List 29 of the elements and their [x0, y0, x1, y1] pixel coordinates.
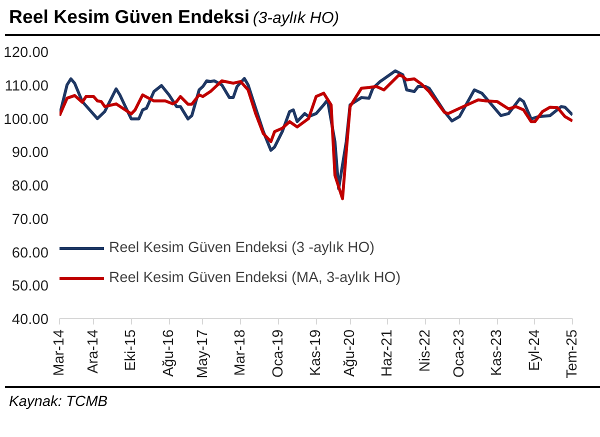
x-tick-label: Nis-22: [417, 329, 434, 372]
y-tick-label: 90.00: [12, 145, 49, 162]
y-tick-label: 70.00: [12, 212, 49, 228]
x-tick-label: Ara-14: [86, 329, 102, 374]
legend-label: Reel Kesim Güven Endeksi (3 -aylık HO): [109, 240, 375, 256]
x-tick-label: Oca-19: [270, 330, 286, 378]
x-tick-label: Ağu-20: [342, 329, 358, 377]
y-tick-label: 120.00: [4, 45, 48, 61]
y-tick-label: 110.00: [4, 78, 49, 94]
text: Kaynak: TCMB: [9, 394, 108, 410]
y-tick-label: 80.00: [12, 178, 49, 194]
y-tick-label: 50.00: [12, 278, 49, 295]
y-tick-label: 60.00: [12, 245, 49, 262]
x-tick-label: Kas-23: [489, 329, 506, 376]
x-tick-label: Mar-14: [52, 329, 68, 376]
x-tick-label: Ağu-16: [161, 329, 178, 377]
x-tick-label: Tem-25: [564, 329, 580, 378]
y-tick-label: 40.00: [12, 312, 49, 328]
chart-title: Reel Kesim Güven Endeksi: [9, 6, 250, 27]
x-tick-label: May-17: [194, 329, 211, 378]
x-tick-label: Oca-23: [451, 330, 468, 378]
x-tick-label: Eyl-24: [526, 329, 543, 372]
legend-label: Reel Kesim Güven Endeksi (MA, 3-aylık HO): [109, 270, 401, 286]
x-tick-label: Haz-21: [380, 329, 396, 377]
y-tick-label: 100.00: [4, 112, 48, 128]
x-tick-label: Mar-18: [232, 329, 249, 376]
x-tick-label: Kas-19: [308, 329, 324, 376]
chart-subtitle: (3-aylık HO): [252, 10, 340, 27]
x-tick-label: Eki-15: [123, 329, 140, 372]
